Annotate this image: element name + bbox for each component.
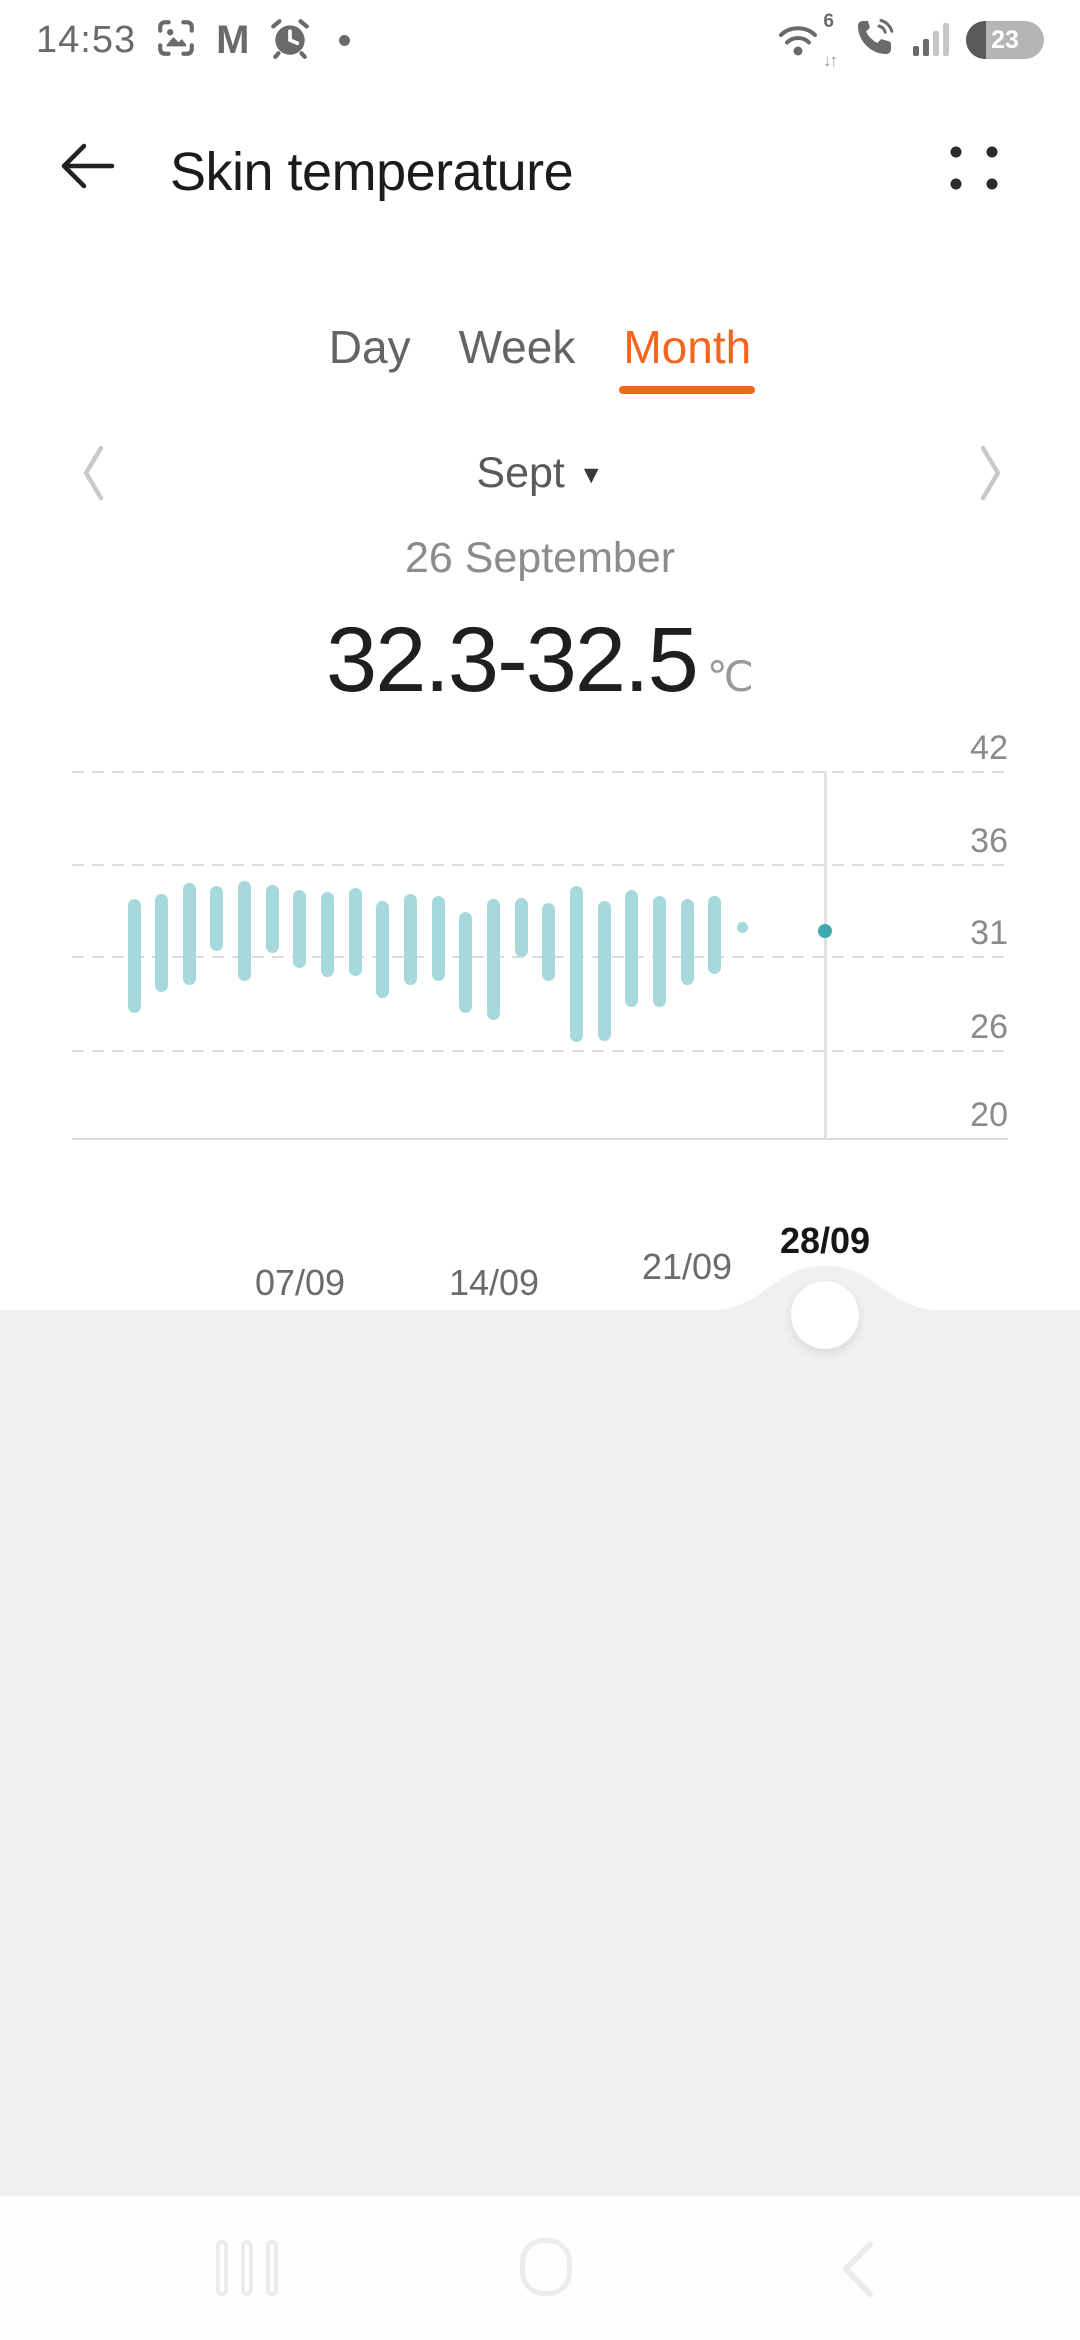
month-selector: Sept ▼ <box>0 440 1080 506</box>
temp-range-bar[interactable] <box>155 893 169 993</box>
next-month-chevron[interactable] <box>976 440 1006 511</box>
temp-range-bar[interactable] <box>680 899 694 985</box>
gridline-26 <box>72 1050 1008 1052</box>
scrubber-handle[interactable] <box>791 1281 860 1349</box>
notification-dot-icon <box>339 34 351 46</box>
battery-fill-level <box>966 21 987 59</box>
tab-day[interactable]: Day <box>328 321 411 373</box>
temp-range-bar[interactable] <box>376 901 390 998</box>
tab-month[interactable]: Month <box>619 320 756 394</box>
temp-range-bar[interactable] <box>514 897 528 957</box>
temp-range-bar[interactable] <box>293 890 307 969</box>
temp-range-bar[interactable] <box>127 899 141 1013</box>
x-axis-line <box>72 1138 1008 1140</box>
gridline-36 <box>72 864 1008 866</box>
reading-value-row: 32.3-32.5 ℃ <box>0 612 1080 709</box>
temperature-unit: ℃ <box>706 653 754 700</box>
recents-icon <box>241 2240 253 2296</box>
battery-icon: 23 <box>966 21 1044 59</box>
grid-menu-icon[interactable] <box>946 142 998 195</box>
temp-range-bar[interactable] <box>348 888 362 976</box>
home-button[interactable] <box>520 2238 572 2296</box>
temperature-range-value: 32.3-32.5 <box>326 609 699 711</box>
tab-week[interactable]: Week <box>458 321 576 373</box>
y-tick-42: 42 <box>970 729 1008 767</box>
app-header: Skin temperature <box>0 138 1080 206</box>
tab-month-label: Month <box>623 321 752 373</box>
temp-range-bar[interactable] <box>597 901 611 1041</box>
x-tick-1409: 14/09 <box>448 1262 540 1303</box>
status-time: 14:53 <box>36 18 137 61</box>
battery-percent: 23 <box>991 25 1019 54</box>
wifi-icon: 6 ↓↑ <box>778 11 838 70</box>
month-dropdown-label: Sept <box>476 448 565 497</box>
active-tab-underline <box>619 386 756 394</box>
period-tabs: Day Week Month <box>0 320 1080 394</box>
temp-range-bar[interactable] <box>182 882 196 985</box>
y-tick-20: 20 <box>970 1096 1008 1134</box>
temp-range-bar[interactable] <box>459 912 473 1013</box>
content-panel-empty <box>0 1379 1080 2196</box>
screenshot-icon <box>156 18 196 63</box>
temp-range-bar[interactable] <box>265 884 279 954</box>
temp-range-bar[interactable] <box>569 886 583 1043</box>
temp-range-bar[interactable] <box>708 895 722 974</box>
y-tick-26: 26 <box>970 1008 1008 1046</box>
nav-back-button[interactable] <box>838 2238 878 2305</box>
x-tick-0709: 07/09 <box>254 1262 346 1303</box>
selected-day-dot[interactable] <box>818 924 833 938</box>
temp-range-bar[interactable] <box>210 886 224 952</box>
temp-range-bar[interactable] <box>542 903 556 982</box>
previous-month-chevron[interactable] <box>78 440 108 511</box>
scrubber-wave <box>0 1266 1080 1382</box>
recents-button[interactable] <box>216 2240 278 2296</box>
recents-icon <box>266 2240 278 2296</box>
selected-date-label: 26 September <box>404 534 676 582</box>
recents-icon <box>216 2240 228 2296</box>
month-dropdown[interactable]: Sept ▼ <box>476 440 603 506</box>
wifi-6-badge: 6 <box>823 11 834 32</box>
status-bar-right: 6 ↓↑ <box>778 11 1044 70</box>
gmail-icon: M <box>216 18 250 62</box>
temp-range-bar[interactable] <box>625 890 639 1008</box>
status-bar: 14:53 M <box>0 0 1080 80</box>
android-nav-bar <box>0 2196 1080 2340</box>
y-tick-31: 31 <box>970 914 1008 952</box>
status-bar-left: 14:53 M <box>36 17 351 64</box>
wifi-calling-icon <box>852 16 896 65</box>
x-tick-2809: 28/09 <box>779 1220 871 1261</box>
wifi-traffic-arrows: ↓↑ <box>823 51 838 70</box>
temp-range-bar[interactable] <box>238 880 252 982</box>
temp-range-bar[interactable] <box>431 895 445 982</box>
dropdown-arrow-icon: ▼ <box>578 460 604 489</box>
signal-icon <box>912 18 950 63</box>
temp-range-bar[interactable] <box>486 899 500 1021</box>
temp-range-bar[interactable] <box>404 893 417 985</box>
temp-range-bar[interactable] <box>321 891 334 978</box>
alarm-icon <box>269 17 311 64</box>
gridline-42 <box>72 771 1008 773</box>
temp-range-bar[interactable] <box>652 895 666 1008</box>
page-title: Skin temperature <box>170 142 574 202</box>
y-tick-36: 36 <box>970 822 1008 860</box>
gridline-31 <box>72 956 1008 958</box>
selected-day-line <box>823 771 827 1140</box>
back-button[interactable] <box>56 140 120 197</box>
single-reading-dot[interactable] <box>736 921 748 933</box>
x-tick-2109: 21/09 <box>641 1246 733 1287</box>
